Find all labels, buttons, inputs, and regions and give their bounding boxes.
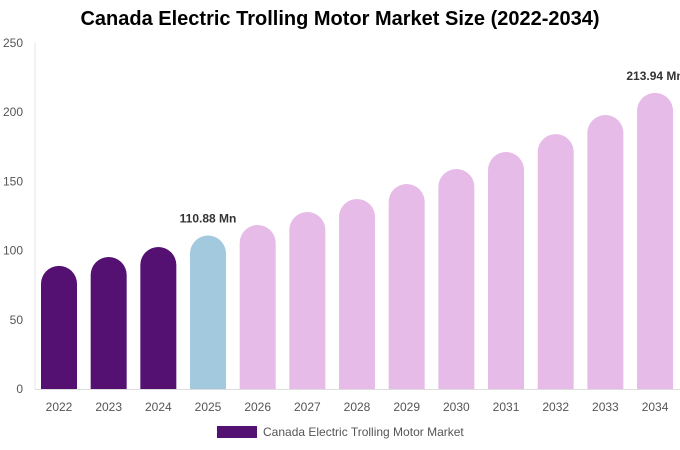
bar-2025: [190, 235, 227, 389]
x-tick-label: 2032: [542, 400, 569, 414]
x-tick-label: 2029: [393, 400, 420, 414]
y-tick-label: 100: [3, 244, 23, 258]
legend-swatch: [217, 426, 257, 438]
bar-2023: [90, 256, 127, 389]
data-label: 213.94 Mn: [626, 69, 680, 83]
x-tick-label: 2034: [642, 400, 669, 414]
bar-2034: [637, 92, 674, 389]
x-tick-label: 2022: [46, 400, 73, 414]
bar-2027: [289, 211, 326, 389]
bar-2031: [488, 152, 525, 389]
y-tick-label: 200: [3, 105, 23, 119]
y-tick-label: 250: [3, 36, 23, 50]
bar-2022: [41, 265, 77, 389]
x-tick-label: 2031: [493, 400, 520, 414]
y-tick-label: 0: [16, 382, 23, 396]
legend-label: Canada Electric Trolling Motor Market: [263, 425, 464, 439]
bar-2028: [339, 198, 376, 389]
x-tick-label: 2023: [95, 400, 122, 414]
bar-2024: [140, 247, 177, 389]
x-tick-label: 2028: [344, 400, 371, 414]
bar-2029: [388, 184, 425, 389]
y-tick-label: 150: [3, 174, 23, 188]
x-tick-label: 2025: [195, 400, 222, 414]
x-tick-label: 2026: [244, 400, 271, 414]
data-label: 110.88 Mn: [180, 212, 237, 226]
bar-2030: [438, 168, 475, 389]
bar-2033: [587, 114, 624, 389]
x-tick-label: 2030: [443, 400, 470, 414]
bar-2026: [239, 224, 276, 389]
x-tick-label: 2027: [294, 400, 321, 414]
y-tick-label: 50: [10, 313, 24, 327]
x-tick-label: 2033: [592, 400, 619, 414]
chart-title: Canada Electric Trolling Motor Market Si…: [80, 8, 600, 30]
x-tick-label: 2024: [145, 400, 172, 414]
bar-2032: [537, 134, 574, 389]
legend: Canada Electric Trolling Motor Market: [217, 425, 464, 439]
